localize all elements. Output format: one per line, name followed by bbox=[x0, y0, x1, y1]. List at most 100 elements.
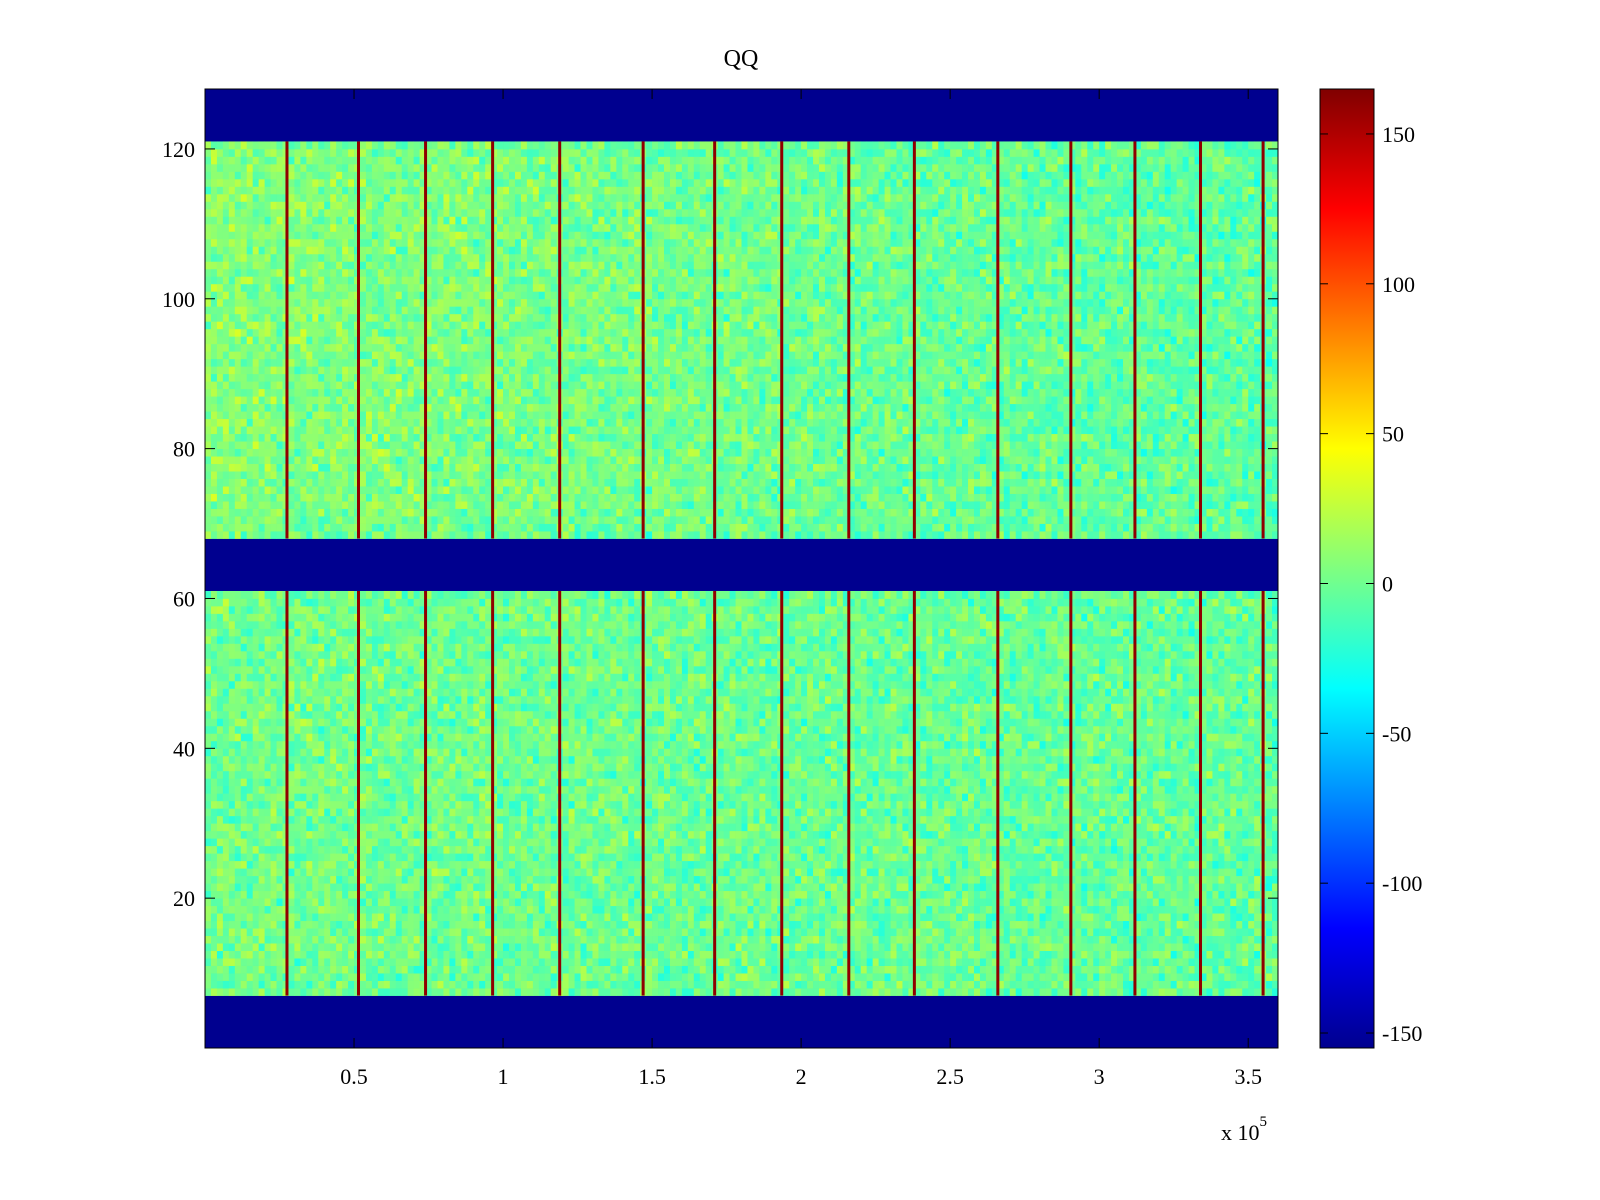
heatmap-cell bbox=[1272, 808, 1279, 817]
heatmap-cell bbox=[342, 928, 349, 937]
heatmap-cell bbox=[1170, 928, 1178, 937]
heatmap-cell bbox=[389, 800, 397, 809]
heatmap-cell bbox=[1027, 965, 1034, 974]
heatmap-cell bbox=[1188, 943, 1195, 951]
heatmap-cell bbox=[413, 950, 420, 959]
heatmap-cell bbox=[443, 943, 450, 951]
heatmap-cell bbox=[1009, 950, 1017, 959]
heatmap-cell bbox=[526, 793, 534, 802]
heatmap-cell bbox=[491, 950, 498, 959]
heatmap-cell bbox=[342, 988, 349, 996]
heatmap-cell bbox=[473, 815, 480, 824]
heatmap-cell bbox=[759, 943, 766, 951]
heatmap-cell bbox=[1021, 920, 1029, 929]
heatmap-cell bbox=[580, 800, 587, 809]
heatmap-cell bbox=[979, 808, 987, 817]
heatmap-cell bbox=[1254, 943, 1261, 951]
heatmap-cell bbox=[252, 958, 260, 966]
heatmap-cell bbox=[687, 815, 695, 824]
heatmap-cell bbox=[729, 890, 736, 899]
heatmap-cell bbox=[1015, 913, 1023, 922]
heatmap-cell bbox=[324, 815, 331, 824]
heatmap-cell bbox=[1242, 920, 1249, 929]
heatmap-cell bbox=[1039, 883, 1046, 892]
heatmap-cell bbox=[1164, 823, 1172, 832]
heatmap-cell bbox=[658, 950, 665, 959]
heatmap-cell bbox=[1003, 958, 1011, 966]
heatmap-cell bbox=[753, 943, 760, 951]
heatmap-cell bbox=[962, 860, 969, 869]
heatmap-cell bbox=[437, 950, 444, 959]
heatmap-cell bbox=[419, 868, 426, 877]
heatmap-cell bbox=[473, 973, 480, 981]
heatmap-cell bbox=[389, 808, 397, 817]
heatmap-cell bbox=[395, 943, 403, 951]
heatmap-cell bbox=[693, 823, 701, 832]
heatmap-cell bbox=[532, 800, 540, 809]
heatmap-cell bbox=[473, 800, 480, 809]
heatmap-cell bbox=[842, 920, 850, 929]
heatmap-cell bbox=[222, 980, 230, 989]
heatmap-cell bbox=[830, 935, 838, 944]
heatmap-cell bbox=[807, 815, 814, 824]
heatmap-cell bbox=[1117, 860, 1124, 869]
heatmap-cell bbox=[622, 823, 629, 832]
heatmap-cell bbox=[878, 898, 885, 907]
heatmap-cell bbox=[449, 890, 456, 899]
heatmap-cell bbox=[1081, 965, 1088, 974]
heatmap-cell bbox=[222, 785, 230, 794]
heatmap-cell bbox=[318, 905, 325, 914]
heatmap-cell bbox=[836, 815, 844, 824]
heatmap-cell bbox=[485, 793, 492, 802]
heatmap-cell bbox=[312, 905, 319, 914]
heatmap-cell bbox=[598, 883, 605, 892]
heatmap-cell bbox=[389, 853, 397, 862]
heatmap-cell bbox=[664, 935, 671, 944]
heatmap-cell bbox=[1015, 898, 1023, 907]
heatmap-cell bbox=[1117, 853, 1124, 862]
heatmap-cell bbox=[520, 793, 528, 802]
heatmap-cell bbox=[675, 973, 683, 981]
heatmap-cell bbox=[306, 928, 313, 937]
heatmap-cell bbox=[753, 965, 760, 974]
heatmap-cell bbox=[1230, 943, 1237, 951]
heatmap-cell bbox=[956, 973, 963, 981]
heatmap-cell bbox=[979, 905, 987, 914]
heatmap-cell bbox=[693, 845, 701, 854]
heatmap-cell bbox=[1218, 800, 1225, 809]
heatmap-cell bbox=[1272, 890, 1279, 899]
heatmap-cell bbox=[419, 988, 426, 996]
heatmap-cell bbox=[413, 920, 420, 929]
heatmap-cell bbox=[1063, 883, 1070, 892]
heatmap-cell bbox=[246, 875, 254, 884]
heatmap-cell bbox=[968, 823, 975, 832]
heatmap-cell bbox=[509, 785, 516, 794]
heatmap-cell bbox=[407, 913, 415, 922]
heatmap-cell bbox=[687, 853, 695, 862]
heatmap-cell bbox=[413, 793, 420, 802]
heatmap-cell bbox=[652, 868, 659, 877]
heatmap-cell bbox=[461, 935, 468, 944]
heatmap-cell bbox=[467, 800, 474, 809]
heatmap-cell bbox=[753, 838, 760, 847]
heatmap-cell bbox=[1099, 883, 1106, 892]
heatmap-cell bbox=[872, 988, 879, 996]
heatmap-cell bbox=[359, 845, 367, 854]
heatmap-cell bbox=[342, 785, 349, 794]
heatmap-cell bbox=[413, 838, 420, 847]
heatmap-cell bbox=[801, 935, 808, 944]
heatmap-cell bbox=[962, 965, 969, 974]
heatmap-cell bbox=[1111, 935, 1118, 944]
heatmap-cell bbox=[1039, 853, 1046, 862]
heatmap-cell bbox=[461, 815, 468, 824]
heatmap-cell bbox=[1033, 860, 1040, 869]
heatmap-cell bbox=[300, 890, 307, 899]
heatmap-cell bbox=[520, 980, 528, 989]
heatmap-cell bbox=[1111, 943, 1118, 951]
heatmap-cell bbox=[210, 913, 218, 922]
heatmap-cell bbox=[228, 958, 236, 966]
heatmap-cell bbox=[610, 980, 617, 989]
heatmap-cell bbox=[1105, 800, 1112, 809]
heatmap-cell bbox=[1099, 838, 1106, 847]
heatmap-cell bbox=[652, 980, 659, 989]
